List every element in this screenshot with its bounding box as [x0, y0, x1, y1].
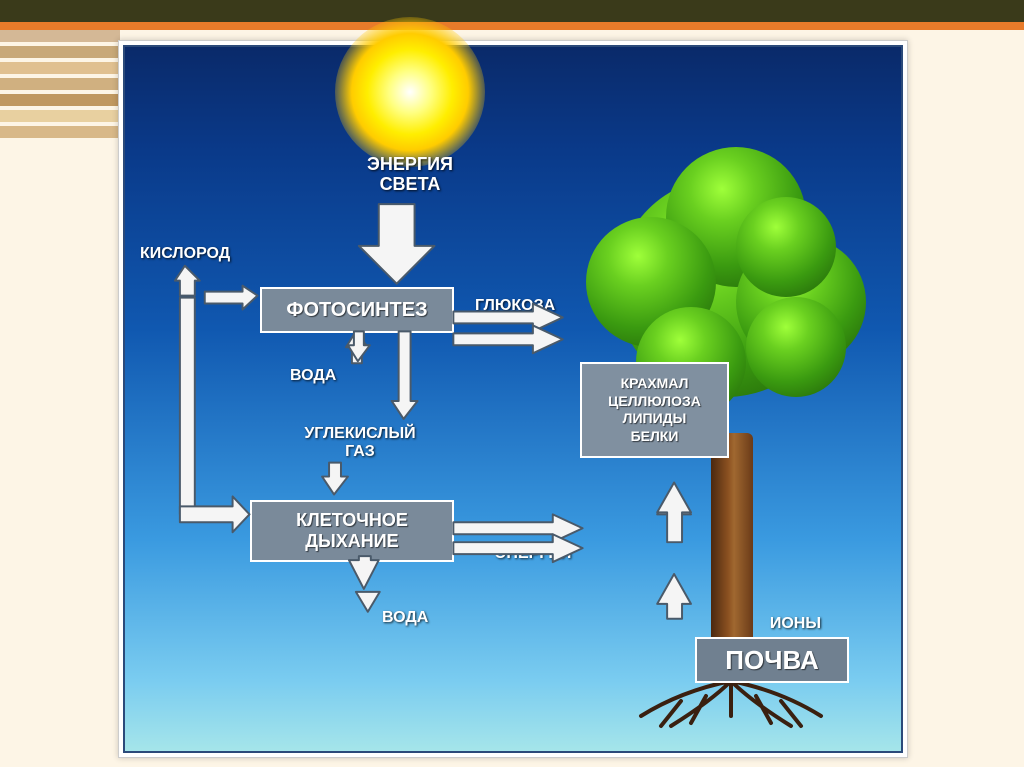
text: ЦЕЛЛЮЛОЗА — [608, 393, 701, 411]
text: КЛЕТОЧНОЕ — [296, 510, 408, 531]
side-decor — [0, 30, 120, 767]
text: ФОТОСИНТЕЗ — [286, 299, 427, 322]
label-glucose: ГЛЮКОЗА — [475, 297, 555, 315]
text: ЛИПИДЫ — [623, 410, 687, 428]
text: ГАЗ — [290, 443, 430, 461]
label-ions: ИОНЫ — [770, 615, 821, 633]
node-soil: ПОЧВА — [695, 637, 849, 683]
label-water-top: ВОДА — [290, 367, 336, 385]
diagram-inner: ЭНЕРГИЯ СВЕТА КИСЛОРОД ГЛЮКОЗА ВОДА УГЛЕ… — [123, 45, 903, 753]
text: КРАХМАЛ — [621, 375, 689, 393]
title-bar — [0, 0, 1024, 22]
text: СВЕТА — [335, 175, 485, 195]
accent-stripe — [0, 22, 1024, 30]
node-cell-respiration: КЛЕТОЧНОЕ ДЫХАНИЕ — [250, 500, 454, 562]
node-compounds: КРАХМАЛ ЦЕЛЛЮЛОЗА ЛИПИДЫ БЕЛКИ — [580, 362, 729, 458]
text: ЭНЕРГИЯ — [335, 155, 485, 175]
label-co2: УГЛЕКИСЛЫЙ ГАЗ — [290, 425, 430, 460]
text: УГЛЕКИСЛЫЙ — [290, 425, 430, 443]
text: ДЫХАНИЕ — [305, 531, 398, 552]
diagram-frame: ЭНЕРГИЯ СВЕТА КИСЛОРОД ГЛЮКОЗА ВОДА УГЛЕ… — [118, 40, 908, 758]
text: БЕЛКИ — [631, 428, 679, 446]
text: ПОЧВА — [725, 645, 818, 676]
label-energy: ЭНЕРГИЯ — [495, 545, 571, 563]
label-oxygen: КИСЛОРОД — [140, 245, 230, 263]
label-water-bottom: ВОДА — [382, 609, 428, 627]
label-light-energy: ЭНЕРГИЯ СВЕТА — [335, 155, 485, 195]
node-photosynthesis: ФОТОСИНТЕЗ — [260, 287, 454, 333]
